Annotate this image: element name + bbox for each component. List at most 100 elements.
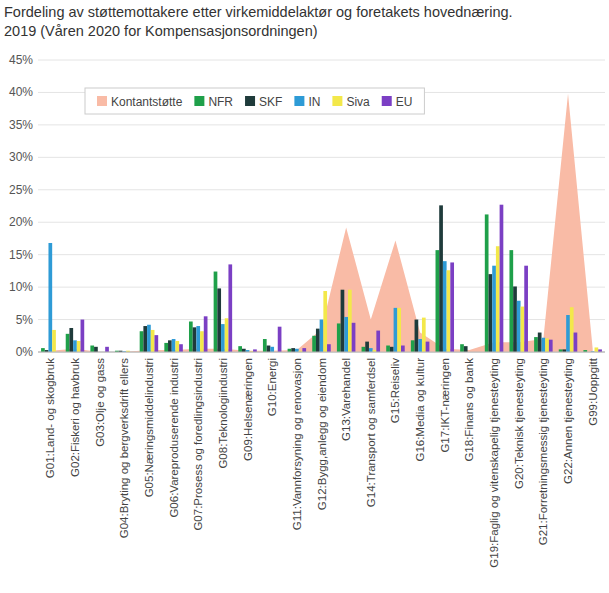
bar bbox=[517, 301, 521, 352]
bar bbox=[154, 335, 158, 352]
x-tick-label: G08:Teknologiindustri bbox=[217, 358, 229, 469]
legend-swatch bbox=[97, 96, 107, 106]
bar bbox=[542, 338, 546, 352]
bar bbox=[496, 246, 500, 352]
x-tick-label: G21:Forretningsmessig tjenesteyting bbox=[537, 358, 549, 545]
bar bbox=[193, 327, 197, 352]
bar bbox=[147, 325, 151, 352]
bar bbox=[341, 290, 345, 352]
legend-swatch bbox=[294, 96, 304, 106]
grid-line bbox=[38, 189, 605, 190]
grid-line bbox=[38, 60, 605, 61]
area bbox=[50, 94, 592, 352]
bar bbox=[200, 331, 204, 352]
x-tick-label: G04:Bryting og bergverksdrift ellers bbox=[118, 358, 130, 538]
bar bbox=[316, 329, 320, 352]
x-tick-label: G99:Uoppgitt bbox=[587, 357, 599, 426]
grid-line bbox=[38, 124, 605, 125]
bar bbox=[415, 320, 419, 352]
bar bbox=[447, 270, 451, 352]
legend-swatch bbox=[382, 96, 392, 106]
bar bbox=[443, 261, 447, 352]
bar bbox=[312, 336, 316, 352]
grid-line bbox=[38, 352, 605, 353]
bar bbox=[77, 341, 81, 352]
y-tick-label: 25% bbox=[9, 183, 33, 197]
bar bbox=[365, 342, 369, 352]
bar bbox=[69, 328, 73, 352]
bar bbox=[485, 214, 489, 352]
y-tick-label: 5% bbox=[16, 313, 34, 327]
bar bbox=[344, 317, 348, 352]
x-tick-label: G09:Helsenæringen bbox=[242, 358, 254, 461]
bar bbox=[164, 343, 168, 352]
bar bbox=[500, 205, 504, 352]
x-tick-label: G19:Faglig og vitenskapelig tjenesteytin… bbox=[488, 358, 500, 568]
bar bbox=[52, 330, 56, 352]
bar bbox=[66, 334, 70, 352]
x-tick-label: G01:Land- og skogbruk bbox=[44, 358, 56, 478]
bar bbox=[267, 346, 271, 352]
grid-line bbox=[38, 254, 605, 255]
title: Fordeling av støttemottakere etter virke… bbox=[4, 4, 513, 20]
x-tick-label: G06:Vareproduserende industri bbox=[168, 358, 180, 518]
bar bbox=[48, 243, 52, 352]
bar bbox=[94, 347, 98, 352]
bar bbox=[196, 326, 200, 352]
legend: KontantstøtteNFRSKFINSivaEU bbox=[85, 88, 424, 114]
legend-label: Siva bbox=[346, 95, 370, 109]
bar bbox=[263, 339, 267, 352]
bar bbox=[545, 338, 549, 352]
bar bbox=[225, 318, 229, 352]
bar bbox=[534, 337, 538, 352]
chart: Fordeling av støttemottakere etter virke… bbox=[0, 0, 609, 593]
bar bbox=[214, 272, 218, 352]
x-tick-label: G10:Energi bbox=[266, 358, 278, 416]
bar bbox=[362, 347, 366, 352]
bar bbox=[450, 262, 454, 352]
bar bbox=[390, 347, 394, 352]
x-tick-label: G17:IKT-næringen bbox=[439, 358, 451, 453]
bar bbox=[228, 264, 232, 352]
bar bbox=[189, 322, 193, 352]
bar bbox=[352, 323, 356, 352]
bar bbox=[401, 346, 405, 352]
x-tick-label: G20:Teknisk tjenesteyting bbox=[513, 358, 525, 489]
legend-swatch bbox=[245, 96, 255, 106]
x-tick-label: G14:Transport og samferdsel bbox=[365, 358, 377, 507]
legend-swatch bbox=[332, 96, 342, 106]
grid-line bbox=[38, 157, 605, 158]
bar bbox=[595, 347, 599, 352]
bar bbox=[492, 266, 496, 352]
bar bbox=[143, 326, 147, 352]
bar bbox=[337, 323, 341, 352]
bar bbox=[175, 341, 179, 352]
bar bbox=[204, 316, 208, 352]
bar bbox=[538, 333, 542, 352]
bar bbox=[270, 347, 274, 352]
bar bbox=[172, 339, 176, 352]
y-tick-label: 30% bbox=[9, 150, 33, 164]
x-tick-label: G16:Media og kultur bbox=[414, 358, 426, 462]
bar bbox=[439, 205, 443, 352]
x-tick-label: G18:Finans og bank bbox=[463, 358, 475, 462]
legend-label: IN bbox=[308, 95, 320, 109]
bar bbox=[422, 318, 426, 352]
bar bbox=[460, 344, 464, 352]
x-tick-label: G15:Reiseliv bbox=[389, 358, 401, 423]
bar bbox=[291, 348, 295, 352]
bar bbox=[570, 307, 574, 352]
x-tick-label: G22:Annen tjenesteyting bbox=[562, 358, 574, 484]
y-tick-label: 35% bbox=[9, 118, 33, 132]
bar bbox=[574, 333, 578, 352]
bar bbox=[426, 342, 430, 352]
bar bbox=[238, 346, 242, 352]
x-axis bbox=[38, 352, 605, 353]
bar bbox=[397, 308, 401, 352]
bar bbox=[513, 286, 517, 352]
x-tick-label: G05:Næringsmiddelindustri bbox=[143, 358, 155, 497]
bar bbox=[140, 331, 144, 352]
legend-label: Kontantstøtte bbox=[111, 95, 183, 109]
bar bbox=[105, 347, 109, 352]
bar bbox=[179, 344, 183, 352]
